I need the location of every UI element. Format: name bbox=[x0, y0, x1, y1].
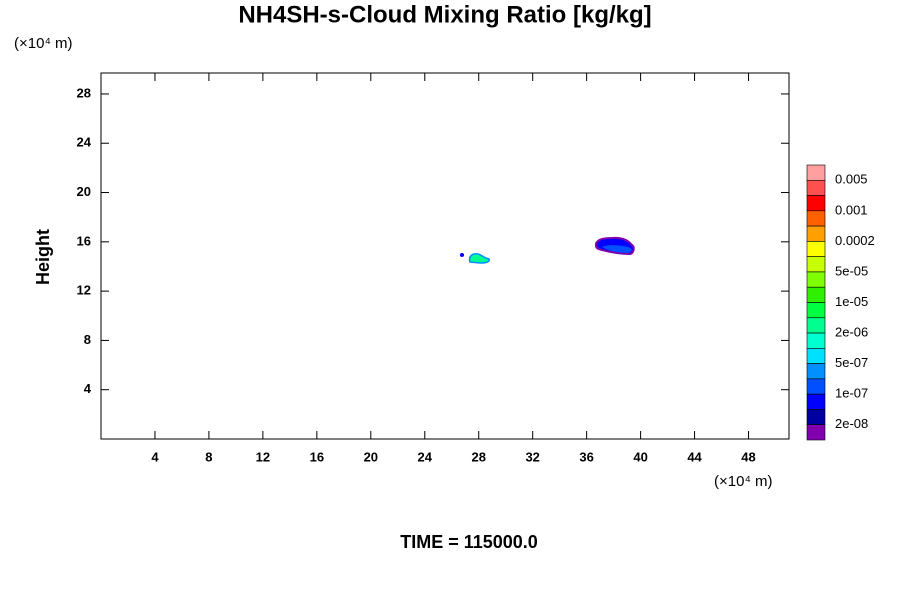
x-unit: (×10⁴ m) bbox=[714, 473, 773, 490]
y-tick-label: 4 bbox=[84, 381, 92, 396]
contour-region bbox=[468, 253, 490, 264]
x-tick-label: 24 bbox=[418, 449, 433, 464]
contour-field bbox=[460, 236, 635, 264]
x-tick-label: 8 bbox=[205, 449, 212, 464]
colorbar-label: 2e-08 bbox=[835, 416, 868, 431]
colorbar-swatch bbox=[806, 241, 826, 257]
colorbar-swatch bbox=[806, 286, 826, 303]
y-tick-label: 8 bbox=[84, 332, 91, 347]
colorbar-swatch bbox=[806, 393, 826, 410]
colorbar-swatch bbox=[806, 332, 826, 349]
y-tick-label: 28 bbox=[77, 85, 91, 100]
colorbar-swatch bbox=[806, 179, 826, 196]
x-tick-label: 32 bbox=[525, 449, 539, 464]
colorbar-swatch bbox=[806, 409, 826, 426]
colorbar-swatch bbox=[806, 225, 826, 242]
colorbar-swatch bbox=[806, 256, 826, 273]
x-tick-label: 20 bbox=[364, 449, 378, 464]
colorbar-label: 5e-07 bbox=[835, 355, 868, 370]
colorbar-label: 0.0002 bbox=[835, 233, 875, 248]
footer: TIME = 115000.0 bbox=[400, 532, 538, 552]
x-tick-label: 12 bbox=[256, 449, 270, 464]
x-tick-label: 4 bbox=[151, 449, 159, 464]
y-axis-label: Height bbox=[33, 229, 53, 285]
colorbar-label: 1e-05 bbox=[835, 294, 868, 309]
x-tick-label: 36 bbox=[579, 449, 593, 464]
colorbar-label: 2e-06 bbox=[835, 324, 868, 339]
y-tick-label: 24 bbox=[77, 135, 92, 150]
colorbar-label: 0.005 bbox=[835, 172, 868, 187]
colorbar-swatch bbox=[806, 164, 826, 181]
colorbar-swatch bbox=[806, 302, 826, 319]
x-tick-label: 16 bbox=[310, 449, 324, 464]
y-tick-label: 12 bbox=[77, 283, 91, 298]
colorbar-label: 5e-05 bbox=[835, 263, 868, 278]
chart-title: NH4SH-s-Cloud Mixing Ratio [kg/kg] bbox=[238, 1, 651, 28]
y-tick-label: 16 bbox=[77, 233, 91, 248]
y-unit: (×10⁴ m) bbox=[14, 35, 73, 52]
colorbar-swatch bbox=[806, 378, 826, 395]
contour-region bbox=[602, 245, 632, 253]
x-tick-label: 40 bbox=[633, 449, 647, 464]
colorbar-swatch bbox=[806, 348, 826, 364]
colorbar-label: 1e-07 bbox=[835, 386, 868, 401]
y-tick-label: 20 bbox=[77, 184, 91, 199]
colorbar-swatch bbox=[806, 363, 826, 380]
colorbar-swatch bbox=[806, 424, 826, 441]
colorbar-swatch bbox=[806, 271, 826, 288]
colorbar-swatch bbox=[806, 317, 826, 334]
x-tick-label: 28 bbox=[471, 449, 485, 464]
colorbar-swatch bbox=[806, 210, 826, 227]
contour-region bbox=[460, 253, 464, 257]
plot-frame bbox=[100, 72, 790, 440]
colorbar-swatch bbox=[806, 195, 826, 212]
x-tick-label: 44 bbox=[687, 449, 702, 464]
colorbar-label: 0.001 bbox=[835, 202, 868, 217]
x-tick-label: 48 bbox=[741, 449, 755, 464]
